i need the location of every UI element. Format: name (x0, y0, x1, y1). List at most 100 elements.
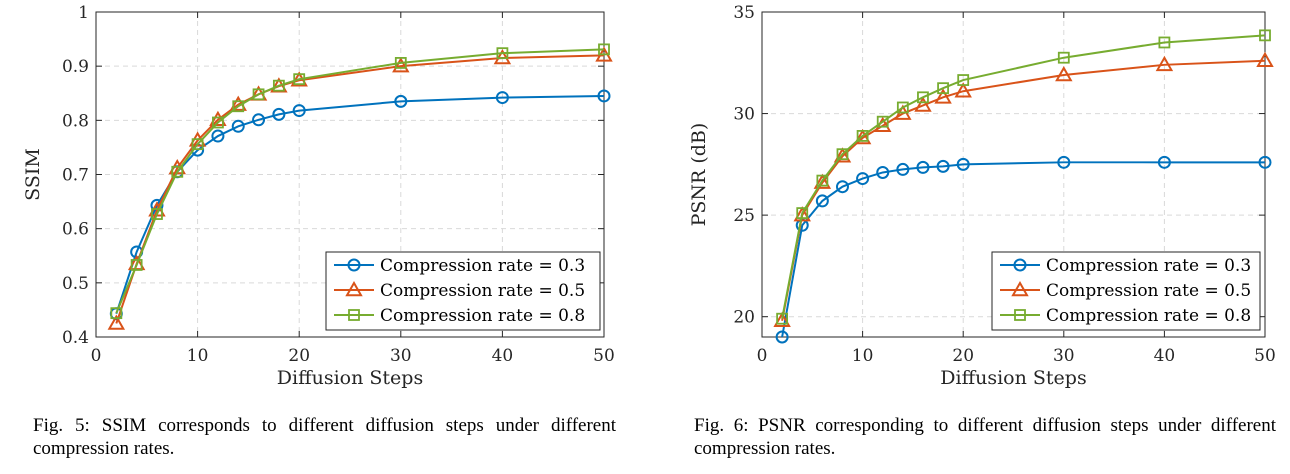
chart1-legend: Compression rate = 0.3 Compression rate =… (325, 251, 601, 331)
chart2-ytick-label: 35 (733, 3, 755, 23)
chart1-ytick-label: 0.5 (62, 274, 89, 294)
chart2-xtick-label: 40 (1154, 346, 1176, 366)
figure-5-caption-text: SSIM corresponds to different diffusion … (33, 415, 617, 459)
chart2-series-2-point (813, 173, 832, 189)
chart2-legend-label: Compression rate = 0.3 (1046, 256, 1251, 276)
chart2-series-1-point (1157, 155, 1171, 169)
chart1-series-1-point (292, 104, 306, 118)
chart2-series-3-point (816, 174, 829, 187)
chart1-series-3-point (394, 57, 407, 69)
chart2-legend-marker (1013, 258, 1027, 272)
chart2-xtick-label: 0 (757, 346, 768, 366)
chart1-ylabel: SSIM (22, 148, 44, 201)
chart2-series-3-point (856, 130, 869, 142)
chart1-series-3-point (212, 116, 224, 129)
chart2-legend-marker (1011, 280, 1029, 297)
chart2-series-2-point (1256, 51, 1274, 67)
chart1-xtick-label: 0 (91, 346, 102, 366)
chart1-legend-marker (348, 309, 360, 321)
chart2-ytick-label: 30 (733, 105, 755, 125)
chart1-legend-marker (345, 280, 363, 297)
chart2-series-1-point (1057, 155, 1071, 169)
chart2-series-3-point (1259, 29, 1271, 42)
chart1-series-1-point (394, 94, 408, 108)
chart2-series-3-point (876, 115, 889, 128)
chart2-series-2 (773, 51, 1274, 327)
chart2-series-2-point (934, 88, 952, 104)
chart1-ytick-label: 0.9 (62, 57, 89, 77)
chart1-series-2-point (392, 57, 410, 73)
chart2-series-1-point (916, 160, 930, 174)
chart1-legend-label: Compression rate = 0.3 (380, 256, 585, 276)
chart2-series-2-point (773, 311, 791, 327)
chart2-legend-marker (1014, 309, 1026, 321)
chart1-series-1-point (597, 89, 611, 103)
figure-6-caption-text: PSNR corresponding to different diffusio… (694, 415, 1276, 459)
chart1-series-3-point (110, 307, 123, 320)
chart2: 0 10 20 30 40 50 20 25 30 35 Diffusion Steps PSNR (… (688, 3, 1276, 389)
chart1-series-3-point (191, 138, 204, 151)
chart2-xtick-label: 30 (1053, 346, 1075, 366)
chart1-series-1-point (231, 119, 245, 133)
chart2-series-1-line (781, 161, 1265, 338)
chart2-series-3-point (836, 148, 849, 161)
figure-5-caption: Fig. 5: SSIM corresponds to different di… (33, 414, 616, 460)
chart1-series-3-line (115, 48, 605, 314)
chart2-series-3-point (937, 82, 949, 95)
chart2-legend-label: Compression rate = 0.5 (1046, 281, 1251, 301)
chart1-xtick-label: 10 (187, 346, 209, 366)
chart1-series-3-point (130, 259, 143, 271)
chart2-series-3-point (796, 207, 809, 219)
chart2-series-2-point (954, 82, 972, 98)
chart2-series-1-point (815, 194, 829, 208)
chart1-series-1-point (495, 91, 509, 105)
chart2-legend: Compression rate = 0.3 Compression rate =… (991, 251, 1261, 331)
chart2-series-1-point (936, 159, 950, 173)
chart2-series-1-point (876, 165, 890, 179)
chart1-series-3-point (272, 79, 285, 92)
chart2-ytick-label: 20 (733, 308, 755, 328)
chart1-legend-marker (347, 258, 361, 272)
chart1-series-1-point (252, 113, 266, 127)
figure-5-caption-prefix: Fig. 5: (33, 415, 90, 436)
chart2-xlabel: Diffusion Steps (940, 367, 1086, 389)
chart1-series-3-point (151, 208, 163, 220)
chart1-xtick-label: 30 (390, 346, 412, 366)
chart2-series-1-point (856, 172, 870, 186)
figure-6-caption: Fig. 6: PSNR corresponding to different … (694, 414, 1276, 460)
chart1-xtick-label: 40 (492, 346, 514, 366)
chart2-ytick-label: 25 (733, 206, 755, 226)
chart1-series-2-line (115, 54, 605, 324)
chart2-series-2-point (793, 206, 811, 222)
chart1-ytick-label: 1 (78, 3, 89, 23)
chart1-series-3 (110, 43, 610, 320)
chart2-series-1-point (835, 180, 849, 194)
chart2-series-3-point (917, 91, 929, 104)
chart2-series-2-line (781, 59, 1266, 321)
chart2-xtick-label: 10 (852, 346, 874, 366)
chart2-series-1 (775, 155, 1272, 344)
chart2-ylabel: PSNR (dB) (688, 123, 710, 227)
chart1-ytick-label: 0.4 (62, 328, 89, 348)
chart2-series-1-point (956, 157, 970, 171)
chart1-series-1-point (211, 129, 225, 143)
chart1-series-1-point (272, 107, 286, 121)
chart2-xtick-label: 20 (952, 346, 974, 366)
chart2-series-3-point (896, 101, 909, 114)
chart1-xlabel: Diffusion Steps (277, 367, 423, 389)
chart2-series-3-point (776, 312, 789, 325)
chart2-axes-box (761, 11, 1266, 338)
chart1: 0 10 20 30 40 50 0.4 0.5 0.6 0.7 0.8 0.9 1 Diffusion … (22, 3, 615, 389)
chart2-series-2-point (833, 147, 852, 163)
chart2-series-3 (776, 29, 1271, 325)
chart1-ytick-label: 0.6 (62, 220, 89, 240)
chart1-series-3-point (496, 47, 509, 60)
chart2-series-2-point (1155, 55, 1174, 72)
chart1-legend-label: Compression rate = 0.5 (380, 281, 585, 301)
chart2-legend-label: Compression rate = 0.8 (1046, 306, 1251, 326)
chart1-legend-label: Compression rate = 0.8 (380, 306, 585, 326)
chart1-xtick-label: 20 (288, 346, 310, 366)
chart1-series-2-point (493, 49, 512, 65)
chart1-series-2-point (107, 314, 126, 330)
chart2-series-3-point (1057, 51, 1070, 64)
